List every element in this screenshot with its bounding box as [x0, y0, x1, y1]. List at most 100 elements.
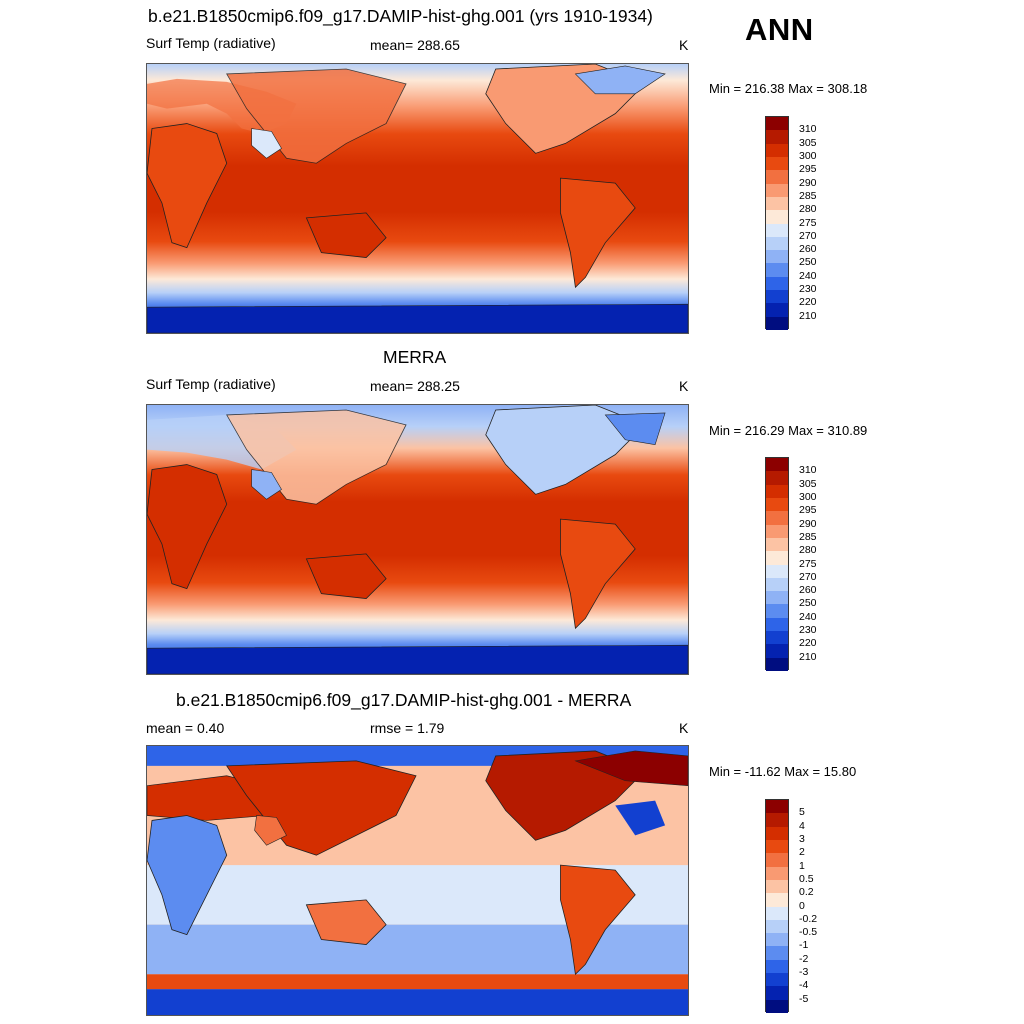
panel2-colorbar-tick-label: 295 [799, 504, 817, 517]
panel2-colorbar-segment [766, 644, 788, 658]
panel2-colorbar-tick-label: 260 [799, 584, 817, 597]
panel3-colorbar-tick-label: 3 [799, 832, 805, 845]
panel1-colorbar-tick-label: 220 [799, 296, 817, 309]
panel3-colorbar-segment [766, 839, 788, 854]
panel1-variable-label: Surf Temp (radiative) [146, 35, 276, 51]
panel3-colorbar-segment [766, 893, 788, 907]
panel1-colorbar-segment [766, 170, 788, 184]
panel2-colorbar-tick-label: 275 [799, 557, 817, 570]
panel1-minmax-label: Min = 216.38 Max = 308.18 [709, 81, 868, 96]
panel2-colorbar [765, 457, 789, 671]
panel1-colorbar-tick-label: 300 [799, 149, 817, 162]
panel3-colorbar-tick-label: -4 [799, 979, 809, 992]
panel2-units-label: K [679, 378, 689, 394]
panel3-colorbar-tick-label: 2 [799, 846, 805, 859]
panel1-colorbar-tick-label: 260 [799, 243, 817, 256]
panel3-mean-label: mean = 0.40 [146, 720, 225, 736]
panel2-colorbar-tick-label: 290 [799, 517, 817, 530]
panel3-colorbar-tick-label: -0.2 [799, 912, 818, 925]
panel3-rmse-label: rmse = 1.79 [370, 720, 445, 736]
panel1-colorbar-tick-label: 285 [799, 189, 817, 202]
panel2-colorbar-segment [766, 604, 788, 618]
panel1-map [146, 63, 689, 334]
panel3-colorbar-tick-label: -1 [799, 939, 809, 952]
panel1-colorbar-segment [766, 143, 788, 157]
panel3-colorbar-tick-label: 0.2 [799, 886, 814, 899]
panel3-colorbar-segment [766, 999, 788, 1013]
panel3-units-label: K [679, 720, 689, 736]
panel3-colorbar-tick-label: -0.5 [799, 926, 818, 939]
panel2-colorbar-segment [766, 471, 788, 485]
panel2-colorbar-segment [766, 458, 788, 472]
panel2-colorbar-tick-label: 300 [799, 490, 817, 503]
panel3-colorbar-segment [766, 813, 788, 827]
panel2-map [146, 404, 689, 675]
panel2-colorbar-segment [766, 524, 788, 538]
panel1-colorbar-tick-label: 290 [799, 176, 817, 189]
panel3-colorbar-segment [766, 946, 788, 960]
panel2-colorbar-segment [766, 577, 788, 592]
panel3-colorbar-tick-label: -5 [799, 992, 809, 1005]
panel3-colorbar-segment [766, 866, 788, 880]
panel1-colorbar-segment [766, 303, 788, 317]
panel2-colorbar-segment [766, 484, 788, 498]
panel3-colorbar-segment [766, 959, 788, 974]
panel1-title: b.e21.B1850cmip6.f09_g17.DAMIP-hist-ghg.… [148, 6, 653, 26]
panel1-mean-label: mean= 288.65 [370, 37, 460, 53]
panel3-colorbar-segment [766, 879, 788, 894]
panel2-colorbar-tick-label: 285 [799, 530, 817, 543]
panel2-colorbar-segment [766, 631, 788, 645]
panel2-colorbar-tick-label: 240 [799, 610, 817, 623]
panel2-colorbar-segment [766, 497, 788, 512]
panel1-colorbar-segment [766, 276, 788, 291]
panel3-minmax-label: Min = -11.62 Max = 15.80 [709, 764, 857, 779]
panel3-colorbar-tick-label: 4 [799, 819, 805, 832]
panel3-colorbar-tick-label: 0 [799, 899, 805, 912]
panel2-colorbar-segment [766, 657, 788, 671]
panel1-colorbar-tick-label: 240 [799, 269, 817, 282]
panel3-colorbar-tick-label: 0.5 [799, 872, 814, 885]
panel3-colorbar-segment [766, 906, 788, 920]
panel2-variable-label: Surf Temp (radiative) [146, 376, 276, 392]
panel1-colorbar-segment [766, 130, 788, 144]
panel2-minmax-label: Min = 216.29 Max = 310.89 [709, 423, 868, 438]
panel1-colorbar-segment [766, 196, 788, 211]
panel3-colorbar-segment [766, 826, 788, 840]
panel2-colorbar-segment [766, 551, 788, 565]
season-label: ANN [745, 12, 814, 47]
panel1-colorbar-tick-label: 275 [799, 216, 817, 229]
panel1-colorbar-tick-label: 305 [799, 136, 817, 149]
panel1-colorbar-tick-label: 250 [799, 256, 817, 269]
panel1-colorbar-tick-label: 310 [799, 123, 817, 136]
panel3-colorbar-tick-label: -2 [799, 952, 809, 965]
panel1-colorbar [765, 116, 789, 330]
panel3-colorbar-segment [766, 800, 788, 814]
panel3-colorbar-segment [766, 933, 788, 947]
panel2-colorbar-tick-label: 310 [799, 464, 817, 477]
panel3-colorbar-segment [766, 919, 788, 934]
panel2-colorbar-tick-label: 280 [799, 544, 817, 557]
panel3-colorbar-segment [766, 853, 788, 867]
panel3-colorbar-tick-label: 1 [799, 859, 805, 872]
panel2-colorbar-segment [766, 537, 788, 552]
panel2-colorbar-segment [766, 617, 788, 632]
panel1-colorbar-tick-label: 210 [799, 309, 817, 322]
panel3-title: b.e21.B1850cmip6.f09_g17.DAMIP-hist-ghg.… [176, 690, 632, 710]
panel1-units-label: K [679, 37, 689, 53]
panel1-colorbar-tick-label: 270 [799, 229, 817, 242]
panel1-colorbar-segment [766, 117, 788, 131]
panel2-colorbar-tick-label: 210 [799, 650, 817, 663]
panel2-title: MERRA [383, 347, 447, 367]
panel2-colorbar-tick-label: 220 [799, 637, 817, 650]
panel3-colorbar-tick-label: -3 [799, 966, 809, 979]
panel3-map [146, 745, 689, 1016]
panel2-colorbar-tick-label: 250 [799, 597, 817, 610]
panel1-colorbar-segment [766, 156, 788, 171]
panel2-colorbar-segment [766, 511, 788, 525]
panel1-colorbar-segment [766, 223, 788, 237]
panel1-colorbar-tick-label: 230 [799, 283, 817, 296]
panel1-colorbar-segment [766, 183, 788, 197]
panel1-colorbar-segment [766, 236, 788, 251]
panel3-colorbar-segment [766, 973, 788, 987]
panel3-colorbar-tick-label: 5 [799, 806, 805, 819]
